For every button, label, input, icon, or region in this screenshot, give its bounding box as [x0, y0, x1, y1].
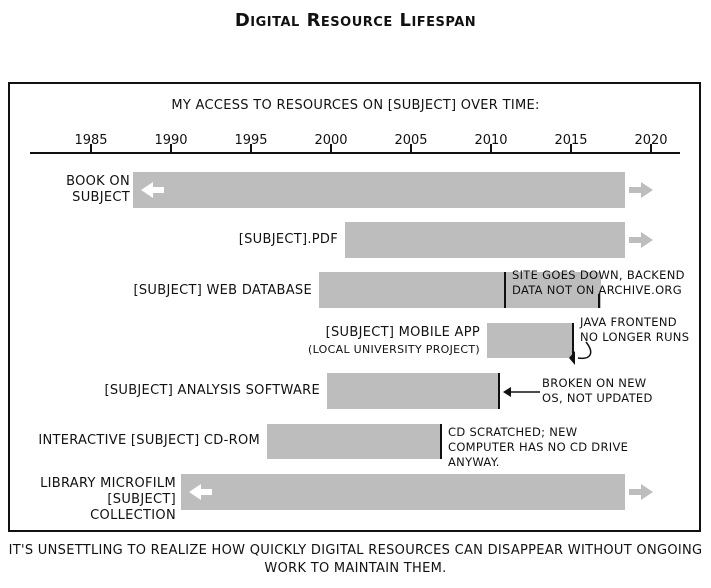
year-label: 2015 [554, 133, 588, 148]
left-arrow-icon [141, 182, 164, 198]
year-label: 1995 [234, 133, 268, 148]
axis-tick [250, 144, 252, 154]
axis-tick [330, 144, 332, 154]
resource-sublabel-mobile-app: (local university project) [308, 343, 480, 356]
axis-tick [650, 144, 652, 154]
lifespan-bar-mobile-app [487, 323, 573, 358]
resource-label-analysis-software: [subject] analysis software [104, 383, 320, 398]
year-label: 1990 [154, 133, 188, 148]
left-arrow-icon [189, 484, 212, 500]
lifespan-bar-microfilm [181, 474, 625, 510]
pointer-arrow-icon [569, 341, 592, 365]
pointer-arrow-icon [503, 387, 540, 397]
axis-tick [570, 144, 572, 154]
year-label: 2000 [314, 133, 348, 148]
year-label: 2010 [474, 133, 508, 148]
axis-line [30, 152, 680, 154]
year-label: 1985 [74, 133, 108, 148]
note-analysis-software: Broken on new OS, not updated [542, 376, 653, 405]
lifespan-bar-pdf [345, 222, 625, 258]
right-arrow-icon [629, 182, 653, 198]
right-arrow-icon [629, 484, 653, 500]
resource-label-book: Book on subject [66, 174, 130, 205]
note-cd-rom: CD scratched; new computer has no CD dri… [448, 425, 629, 469]
year-label: 2020 [634, 133, 668, 148]
note-mobile-app: Java frontend no longer runs [580, 315, 690, 344]
comic-caption: It's unsettling to realize how quickly d… [8, 543, 703, 576]
axis-tick [490, 144, 492, 154]
resource-label-cd-rom: interactive [subject] cd-rom [38, 433, 260, 448]
axis-tick [90, 144, 92, 154]
note-web-database: Site goes down, backend data not on arch… [512, 268, 685, 297]
resource-label-microfilm: library microfilm [subject] collection [40, 476, 176, 523]
comic-title: Digital Resource Lifespan [234, 10, 477, 31]
right-arrow-icon [629, 232, 653, 248]
axis-tick [410, 144, 412, 154]
axis-tick [170, 144, 172, 154]
timeline-heading: My access to resources on [subject] over… [171, 98, 540, 113]
resource-label-mobile-app: [subject] mobile app [325, 325, 480, 340]
lifespan-bar-analysis-software [327, 373, 499, 409]
resource-label-web-database: [subject] web database [133, 283, 312, 298]
lifespan-bar-web-database [319, 272, 601, 308]
lifespan-bar-cd-rom [267, 424, 441, 459]
year-label: 2005 [394, 133, 428, 148]
comic-panel [8, 82, 701, 532]
resource-label-pdf: [subject].pdf [238, 232, 338, 247]
lifespan-bar-book [133, 172, 625, 208]
